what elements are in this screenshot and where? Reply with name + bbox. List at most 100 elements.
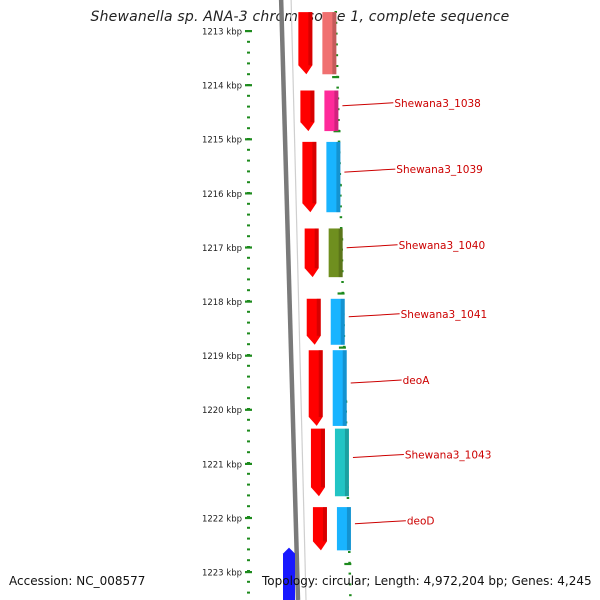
gene-feature-bar-shade: [342, 350, 347, 426]
right-ruler-dot: [349, 594, 352, 597]
chromosome-backbone: [278, 0, 301, 600]
ruler-minor-tick: [247, 73, 250, 76]
right-ruler-dot: [335, 65, 339, 67]
ruler-minor-tick: [247, 483, 250, 486]
right-ruler-dot: [348, 551, 351, 553]
ruler-minor-tick: [247, 472, 250, 475]
ruler-minor-tick: [247, 235, 250, 238]
gene-feature-bar: [324, 90, 339, 132]
ruler-minor-tick: [247, 440, 250, 443]
ruler-minor-tick: [247, 526, 250, 529]
right-ruler-dot: [348, 583, 352, 586]
feature-label-leader: [350, 379, 402, 384]
right-ruler-dot: [341, 281, 344, 283]
ruler-minor-tick: [247, 451, 250, 454]
cds-arrow-shade: [312, 141, 317, 204]
right-ruler-tick: [338, 346, 346, 349]
feature-label: Shewana3_1041: [401, 309, 488, 321]
right-ruler-tick: [332, 76, 340, 79]
ruler-minor-tick: [247, 256, 250, 259]
gene-feature-bar: [328, 228, 343, 278]
ruler-minor-tick: [247, 224, 250, 227]
ruler-minor-tick: [247, 559, 250, 562]
ruler-minor-tick: [247, 591, 250, 594]
ruler-minor-tick: [247, 127, 250, 130]
ruler-minor-tick: [247, 375, 250, 378]
ruler-minor-tick: [247, 397, 250, 400]
feature-label: Shewana3_1039: [396, 164, 483, 176]
cds-arrow-shade: [314, 228, 319, 269]
ruler-minor-tick: [247, 429, 250, 432]
ruler-minor-tick: [247, 321, 250, 324]
right-ruler-tick: [344, 562, 352, 566]
cds-arrow-shade: [310, 90, 315, 123]
feature-label: deoA: [403, 375, 431, 387]
right-ruler-dot: [334, 11, 338, 13]
cds-arrow-shade: [308, 12, 313, 66]
ruler-minor-tick: [247, 213, 250, 216]
ruler-minor-tick: [247, 537, 250, 540]
feature-label: Shewana3_1040: [399, 240, 486, 252]
ruler-major-tick: [245, 516, 252, 520]
ruler-minor-tick: [247, 548, 250, 551]
right-ruler-dot: [337, 119, 340, 121]
ruler-minor-tick: [247, 181, 250, 184]
ruler-minor-tick: [247, 386, 250, 389]
right-ruler-dot: [337, 140, 341, 143]
ruler-major-tick: [245, 571, 252, 574]
right-ruler-dot: [339, 216, 343, 219]
feature-label-leader: [346, 244, 398, 249]
ruler-major-tick: [245, 354, 252, 357]
ruler-minor-tick: [247, 332, 250, 335]
ruler-tick-label: 1218 kbp: [202, 298, 242, 308]
ruler-minor-tick: [247, 94, 250, 97]
ruler-major-tick: [245, 30, 252, 33]
ruler-minor-tick: [247, 310, 250, 313]
ruler-minor-tick: [247, 40, 250, 43]
feature-label: Shewana3_1038: [394, 98, 481, 110]
ruler-minor-tick: [247, 505, 250, 508]
ruler-minor-tick: [247, 418, 250, 421]
ruler-minor-tick: [247, 51, 250, 54]
gene-feature-bar: [330, 298, 345, 345]
ruler-major-tick: [245, 246, 252, 249]
ruler-minor-tick: [247, 494, 250, 497]
right-ruler-dot: [348, 561, 351, 564]
gene-feature-bar-shade: [340, 298, 345, 345]
cds-arrow-shade: [318, 350, 323, 417]
ruler-tick-label: 1222 kbp: [202, 514, 242, 524]
ruler-tick-label: 1220 kbp: [202, 406, 242, 416]
gene-feature-bar: [322, 12, 337, 75]
right-ruler-dot: [346, 497, 350, 499]
feature-label: Shewana3_1043: [405, 449, 492, 461]
ruler-tick-label: 1215 kbp: [202, 136, 242, 146]
right-ruler-dot: [339, 205, 342, 208]
ruler-minor-tick: [247, 202, 250, 205]
ruler-minor-tick: [247, 148, 250, 151]
ruler-major-tick: [245, 408, 252, 411]
ruler-minor-tick: [247, 580, 250, 583]
feature-label-leader: [354, 520, 406, 525]
ruler-tick-label: 1217 kbp: [202, 244, 242, 254]
ruler-major-tick: [245, 462, 252, 465]
gene-feature-bar: [326, 141, 341, 213]
right-ruler-dot: [335, 54, 339, 57]
lower-gene-arrow: [283, 547, 295, 600]
gene-feature-bar-shade: [344, 428, 349, 497]
ruler-tick-label: 1223 kbp: [202, 569, 242, 579]
ruler-tick-label: 1221 kbp: [202, 460, 242, 470]
ruler-minor-tick: [247, 278, 250, 281]
gene-feature-bar-shade: [336, 141, 341, 213]
feature-label-leader: [348, 313, 400, 318]
ruler-minor-tick: [247, 343, 250, 346]
ruler-major-tick: [245, 300, 252, 303]
right-ruler-tick: [337, 292, 345, 295]
ruler-minor-tick: [247, 364, 250, 367]
cds-arrow-shade: [316, 298, 321, 336]
feature-label-leader: [344, 168, 396, 173]
gene-feature-bar-shade: [334, 90, 339, 132]
ruler-minor-tick: [247, 170, 250, 173]
ruler-minor-tick: [247, 62, 250, 65]
